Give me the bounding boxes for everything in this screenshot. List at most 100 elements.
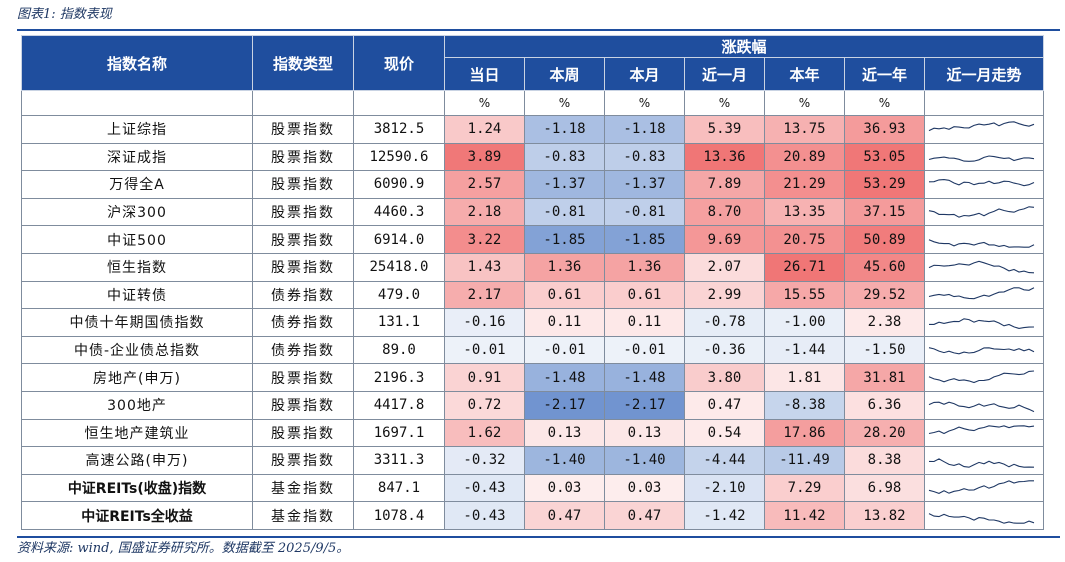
index-type-cell: 股票指数 xyxy=(252,225,354,254)
price-cell: 3311.3 xyxy=(353,446,445,475)
trend-sparkline-cell xyxy=(923,115,1045,144)
change-cell-onemonth: 2.07 xyxy=(684,252,765,282)
change-cell-onemonth: 7.89 xyxy=(684,170,765,199)
change-cell-oneyear: 6.36 xyxy=(844,390,925,420)
change-cell-day: -0.43 xyxy=(444,501,525,530)
source-note: 资料来源: wind, 国盛证券研究所。数据截至 2025/9/5。 xyxy=(17,541,350,556)
table-row: 中证500 股票指数 6914.0 3.22 -1.85 -1.85 9.69 20.75 50… xyxy=(21,225,1045,254)
change-cell-week: 0.03 xyxy=(524,473,605,503)
header-month: 本月 xyxy=(604,57,685,91)
table-row: 万得全A 股票指数 6090.9 2.57 -1.37 -1.37 7.89 21.29 53.… xyxy=(21,170,1045,199)
index-type-cell: 股票指数 xyxy=(252,142,354,172)
index-type-cell: 股票指数 xyxy=(252,115,354,144)
change-cell-month: 0.11 xyxy=(604,308,685,337)
price-cell: 1697.1 xyxy=(353,418,445,448)
change-cell-month: -2.17 xyxy=(604,390,685,420)
trend-sparkline-cell xyxy=(923,308,1045,337)
table-row: 房地产(申万) 股票指数 2196.3 0.91 -1.48 -1.48 3.80 1.81 3… xyxy=(21,363,1045,392)
index-type-cell: 股票指数 xyxy=(252,197,354,227)
change-cell-onemonth: 8.70 xyxy=(684,197,765,227)
change-cell-day: 1.24 xyxy=(444,115,525,144)
trend-sparkline-cell xyxy=(923,280,1045,310)
change-cell-ytd: 13.75 xyxy=(764,115,845,144)
table-row: 沪深300 股票指数 4460.3 2.18 -0.81 -0.81 8.70 13.35 37… xyxy=(21,197,1045,227)
sparkline-chart xyxy=(928,206,1035,218)
index-name-cell: 中债-企业债总指数 xyxy=(21,335,253,365)
header-change-group: 涨跌幅 xyxy=(443,35,1045,58)
sparkline-chart xyxy=(928,238,1035,248)
change-cell-onemonth: -0.36 xyxy=(684,335,765,365)
sparkline-chart xyxy=(928,480,1034,495)
change-cell-ytd: 21.29 xyxy=(764,170,845,199)
change-cell-onemonth: -0.78 xyxy=(684,308,765,337)
sparkline-chart xyxy=(928,287,1035,300)
index-name-cell: 房地产(申万) xyxy=(21,363,253,392)
change-cell-oneyear: 31.81 xyxy=(844,363,925,392)
table-body: 上证综指 股票指数 3812.5 1.24 -1.18 -1.18 5.39 13.75 36.… xyxy=(21,115,1045,530)
unit-percent: % xyxy=(524,90,605,116)
index-type-cell: 债券指数 xyxy=(252,280,354,310)
change-cell-ytd: 17.86 xyxy=(764,418,845,448)
index-name-cell: 中证REITs全收益 xyxy=(21,501,253,530)
change-cell-day: -0.01 xyxy=(444,335,525,365)
change-cell-month: 0.61 xyxy=(604,280,685,310)
trend-sparkline-cell xyxy=(923,418,1045,448)
sparkline-path xyxy=(928,401,1035,413)
change-cell-day: 2.57 xyxy=(444,170,525,199)
index-type-cell: 股票指数 xyxy=(252,252,354,282)
change-cell-onemonth: 0.47 xyxy=(684,390,765,420)
change-cell-onemonth: 0.54 xyxy=(684,418,765,448)
change-cell-month: 0.47 xyxy=(604,501,685,530)
change-cell-ytd: 15.55 xyxy=(764,280,845,310)
sparkline-path xyxy=(928,480,1034,495)
change-cell-week: -0.81 xyxy=(524,197,605,227)
change-cell-month: 0.13 xyxy=(604,418,685,448)
change-cell-month: -1.40 xyxy=(604,446,685,475)
index-name-cell: 中债十年期国债指数 xyxy=(21,308,253,337)
trend-sparkline-cell xyxy=(923,225,1045,254)
change-cell-oneyear: 36.93 xyxy=(844,115,925,144)
index-name-cell: 万得全A xyxy=(21,170,253,199)
price-cell: 131.1 xyxy=(353,308,445,337)
change-cell-week: -2.17 xyxy=(524,390,605,420)
change-cell-month: -1.85 xyxy=(604,225,685,254)
sparkline-chart xyxy=(928,179,1035,187)
change-cell-oneyear: 53.29 xyxy=(844,170,925,199)
change-cell-month: -0.83 xyxy=(604,142,685,172)
sparkline-chart xyxy=(928,347,1035,355)
table-row: 中证REITs全收益 基金指数 1078.4 -0.43 0.47 0.47 -1.42 11… xyxy=(21,501,1045,530)
index-name-cell: 中证500 xyxy=(21,225,253,254)
table-row: 中债十年期国债指数 债券指数 131.1 -0.16 0.11 0.11 -0.78 -1.0… xyxy=(21,308,1045,337)
price-cell: 847.1 xyxy=(353,473,445,503)
change-cell-onemonth: 2.99 xyxy=(684,280,765,310)
unit-cell-empty xyxy=(252,90,354,116)
change-cell-oneyear: 13.82 xyxy=(844,501,925,530)
change-cell-ytd: 20.89 xyxy=(764,142,845,172)
price-cell: 25418.0 xyxy=(353,252,445,282)
change-cell-oneyear: 45.60 xyxy=(844,252,925,282)
sparkline-path xyxy=(928,347,1035,355)
index-name-cell: 中证转债 xyxy=(21,280,253,310)
index-name-cell: 恒生指数 xyxy=(21,252,253,282)
sparkline-path xyxy=(929,318,1035,330)
price-cell: 6914.0 xyxy=(353,225,445,254)
index-name-cell: 沪深300 xyxy=(21,197,253,227)
change-cell-ytd: -8.38 xyxy=(764,390,845,420)
table-row: 恒生指数 股票指数 25418.0 1.43 1.36 1.36 2.07 26.71 45.6… xyxy=(21,252,1045,282)
change-cell-oneyear: 28.20 xyxy=(844,418,925,448)
change-cell-onemonth: -2.10 xyxy=(684,473,765,503)
change-cell-ytd: 7.29 xyxy=(764,473,845,503)
change-cell-oneyear: 8.38 xyxy=(844,446,925,475)
index-type-cell: 债券指数 xyxy=(252,335,354,365)
change-cell-day: -0.32 xyxy=(444,446,525,475)
change-cell-week: -1.37 xyxy=(524,170,605,199)
index-name-cell: 中证REITs(收盘)指数 xyxy=(21,473,253,503)
unit-cell-empty xyxy=(353,90,445,116)
change-cell-month: -0.01 xyxy=(604,335,685,365)
price-cell: 4460.3 xyxy=(353,197,445,227)
header-day: 当日 xyxy=(444,57,525,91)
change-cell-week: -1.48 xyxy=(524,363,605,392)
index-type-cell: 股票指数 xyxy=(252,390,354,420)
header-one-year: 近一年 xyxy=(844,57,925,91)
trend-sparkline-cell xyxy=(923,252,1045,282)
